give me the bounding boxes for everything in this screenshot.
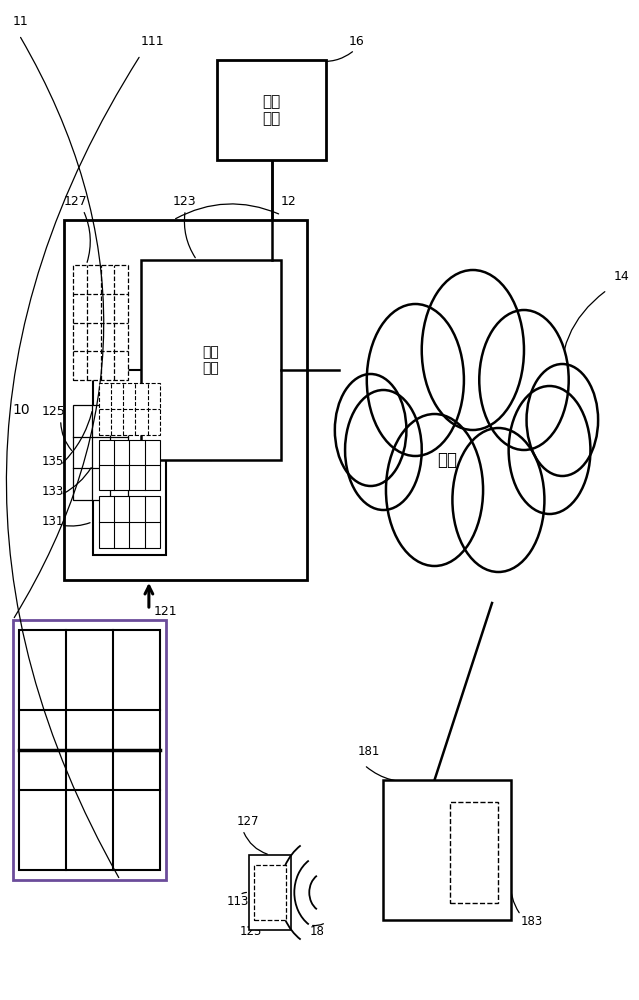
Text: 10: 10 <box>13 403 31 417</box>
Bar <box>383 780 511 920</box>
Text: 125: 125 <box>240 925 262 938</box>
Bar <box>99 440 160 490</box>
Circle shape <box>479 310 569 450</box>
Text: 14: 14 <box>613 270 629 283</box>
Circle shape <box>509 386 590 514</box>
Text: 127: 127 <box>64 195 88 208</box>
Text: 12: 12 <box>281 195 297 208</box>
Text: 管理
平台: 管理 平台 <box>203 345 219 375</box>
Bar <box>141 260 281 460</box>
Text: 127: 127 <box>236 815 259 828</box>
Bar <box>93 370 166 555</box>
Circle shape <box>452 428 544 572</box>
Text: 181: 181 <box>358 745 380 758</box>
Bar <box>13 620 166 880</box>
Text: 131: 131 <box>42 515 64 528</box>
Text: 16: 16 <box>348 35 364 48</box>
Text: 183: 183 <box>521 915 543 928</box>
Circle shape <box>527 364 598 476</box>
Text: 111: 111 <box>141 35 164 48</box>
Text: 网络: 网络 <box>437 451 458 469</box>
Bar <box>249 855 291 930</box>
Bar <box>64 220 307 580</box>
Text: 113: 113 <box>227 895 249 908</box>
Text: 18: 18 <box>310 925 325 938</box>
Circle shape <box>422 270 524 430</box>
Bar <box>73 405 128 500</box>
Circle shape <box>386 414 483 566</box>
Circle shape <box>335 374 406 486</box>
Text: 135: 135 <box>42 455 64 468</box>
Bar <box>99 383 160 435</box>
Text: 121: 121 <box>153 605 177 618</box>
Bar <box>19 630 160 870</box>
Bar <box>99 496 160 548</box>
Bar <box>73 265 128 380</box>
Bar <box>217 60 326 160</box>
Text: 125: 125 <box>42 405 65 418</box>
Text: 11: 11 <box>13 15 29 28</box>
Text: 123: 123 <box>173 195 196 208</box>
Circle shape <box>367 304 464 456</box>
Circle shape <box>345 390 422 510</box>
Bar <box>450 802 498 903</box>
Bar <box>254 865 286 920</box>
Text: 133: 133 <box>42 485 64 498</box>
Text: 検験
单元: 検験 单元 <box>263 94 281 126</box>
